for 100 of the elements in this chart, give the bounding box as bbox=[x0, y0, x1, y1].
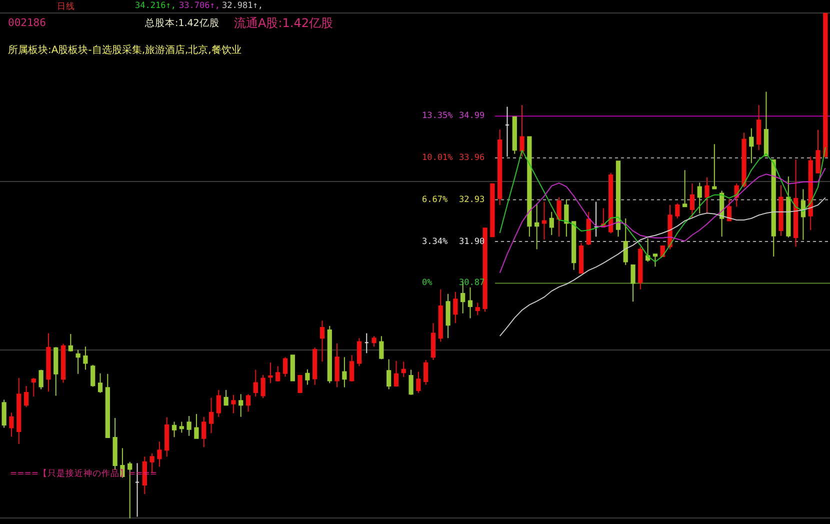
candlestick bbox=[68, 334, 73, 352]
candlestick bbox=[364, 332, 369, 354]
text: 34.216↑, bbox=[135, 1, 176, 11]
candlestick bbox=[356, 338, 362, 367]
candlestick bbox=[408, 369, 414, 396]
candlestick bbox=[726, 198, 732, 222]
candlestick bbox=[246, 394, 251, 412]
candlestick bbox=[157, 441, 162, 468]
ref-line-label: 34.99 bbox=[459, 111, 485, 121]
candlestick bbox=[668, 204, 672, 250]
candlestick bbox=[675, 202, 680, 219]
candlestick bbox=[150, 452, 154, 473]
candlestick bbox=[76, 349, 80, 374]
annotation: 6.67% bbox=[422, 195, 448, 205]
annotation: 所属板块:A股板块-自选股采集,旅游酒店,北京,餐饮业 bbox=[8, 44, 242, 56]
candlestick bbox=[208, 397, 214, 434]
candlestick bbox=[816, 129, 820, 174]
candlestick bbox=[38, 369, 44, 390]
annotation: 0% bbox=[422, 278, 432, 288]
candlestick bbox=[430, 322, 436, 361]
candlestick bbox=[90, 364, 96, 388]
candlestick bbox=[608, 172, 614, 234]
candlestick bbox=[468, 286, 473, 319]
candlestick bbox=[823, 12, 828, 158]
candlestick bbox=[424, 360, 428, 386]
candlestick bbox=[800, 188, 806, 240]
candlestick bbox=[594, 201, 598, 238]
candlestick bbox=[172, 421, 177, 438]
annotation: 流通A股:1.42亿股 bbox=[234, 16, 333, 30]
candlestick bbox=[46, 332, 51, 392]
candlestick bbox=[527, 136, 532, 238]
candlestick bbox=[231, 394, 236, 414]
candlestick bbox=[549, 211, 554, 236]
candlestick bbox=[504, 106, 510, 158]
candlestick bbox=[764, 91, 769, 156]
annotation: 10.01% bbox=[422, 153, 453, 163]
candlestick bbox=[342, 356, 347, 388]
candlestick bbox=[453, 291, 458, 324]
text: 32.981↑, bbox=[222, 1, 263, 11]
candlestick bbox=[572, 221, 576, 270]
ref-line-label: 33.96 bbox=[459, 153, 485, 163]
candlestick bbox=[690, 182, 695, 219]
candlestick bbox=[276, 366, 280, 382]
candlestick bbox=[253, 369, 258, 398]
ref-line-label: 32.93 bbox=[459, 195, 485, 205]
candlestick bbox=[578, 242, 584, 274]
candlestick bbox=[268, 362, 273, 384]
candlestick bbox=[534, 202, 540, 250]
candlestick bbox=[379, 336, 384, 360]
candlestick bbox=[31, 377, 36, 398]
candlestick bbox=[498, 128, 502, 206]
candlestick bbox=[808, 156, 813, 231]
candlestick bbox=[756, 104, 762, 151]
candlestick bbox=[2, 399, 6, 428]
chart-title: 日线 bbox=[57, 0, 75, 12]
candlestick bbox=[350, 354, 354, 382]
candlestick bbox=[98, 372, 103, 394]
candlestick bbox=[83, 346, 88, 370]
candlestick bbox=[334, 342, 340, 388]
candlestick bbox=[202, 416, 206, 448]
candlestick bbox=[712, 144, 717, 190]
candlestick bbox=[438, 288, 443, 342]
annotation: 002186 bbox=[8, 17, 46, 29]
candlestick bbox=[60, 343, 66, 384]
candlestick bbox=[564, 198, 569, 238]
candlestick bbox=[386, 358, 392, 390]
annotation: 13.35% bbox=[422, 111, 453, 121]
candlestick bbox=[771, 159, 776, 258]
candlestick bbox=[586, 211, 591, 246]
candlestick bbox=[446, 293, 450, 339]
candlestick bbox=[312, 346, 318, 386]
candlestick bbox=[179, 421, 184, 434]
candlestick bbox=[490, 183, 495, 238]
candlestick bbox=[164, 416, 170, 458]
candlestick bbox=[616, 160, 621, 238]
candlestick bbox=[682, 170, 688, 208]
candlestick bbox=[24, 386, 29, 408]
candlestick bbox=[238, 394, 244, 418]
candlestick bbox=[630, 264, 636, 302]
candlestick bbox=[794, 159, 798, 248]
candlestick bbox=[623, 218, 628, 266]
candlestick bbox=[704, 176, 710, 214]
candlestick bbox=[372, 336, 376, 348]
candlestick bbox=[697, 182, 702, 214]
annotation: 总股本:1.42亿股 bbox=[144, 17, 220, 29]
candlestick bbox=[120, 448, 125, 478]
candlestick bbox=[652, 254, 658, 268]
candlestick bbox=[54, 346, 58, 396]
annotation: 3.34% bbox=[422, 237, 448, 247]
candlestick bbox=[282, 356, 288, 378]
candlestick bbox=[305, 368, 310, 386]
candlestick bbox=[186, 416, 192, 436]
candlestick bbox=[749, 128, 754, 164]
candlestick bbox=[298, 374, 302, 393]
candlestick bbox=[416, 371, 421, 394]
candlestick bbox=[742, 132, 746, 188]
candlestick bbox=[786, 176, 791, 238]
candlestick bbox=[542, 201, 547, 240]
candlestick bbox=[778, 184, 784, 236]
candlestick bbox=[638, 246, 643, 290]
